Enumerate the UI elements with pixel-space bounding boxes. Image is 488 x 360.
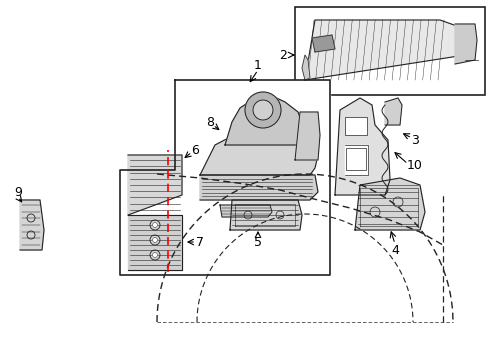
Circle shape: [152, 238, 157, 243]
Text: 10: 10: [406, 158, 422, 171]
Polygon shape: [200, 130, 317, 175]
Polygon shape: [454, 24, 476, 64]
Polygon shape: [305, 20, 467, 80]
Polygon shape: [311, 35, 334, 52]
Polygon shape: [200, 175, 317, 200]
Polygon shape: [128, 155, 182, 215]
Text: 1: 1: [254, 59, 262, 72]
Polygon shape: [354, 178, 424, 230]
Bar: [294, 7, 484, 95]
Polygon shape: [302, 55, 309, 80]
Text: 5: 5: [253, 235, 262, 248]
Text: 6: 6: [191, 144, 199, 157]
Polygon shape: [220, 205, 271, 217]
Bar: [345, 117, 366, 135]
Text: 4: 4: [390, 243, 398, 256]
Polygon shape: [128, 215, 182, 270]
Circle shape: [252, 100, 272, 120]
Polygon shape: [224, 95, 305, 145]
Polygon shape: [346, 148, 365, 170]
Text: 7: 7: [196, 235, 203, 248]
Circle shape: [152, 252, 157, 257]
Polygon shape: [345, 145, 367, 175]
Polygon shape: [384, 98, 401, 125]
Polygon shape: [120, 80, 329, 275]
Polygon shape: [334, 98, 389, 195]
Polygon shape: [20, 200, 44, 250]
Polygon shape: [294, 112, 319, 160]
Text: 9: 9: [14, 185, 22, 198]
Circle shape: [152, 222, 157, 228]
Text: 3: 3: [410, 134, 418, 147]
Circle shape: [244, 92, 281, 128]
Text: 2: 2: [279, 49, 286, 62]
Polygon shape: [229, 200, 302, 230]
Text: 8: 8: [205, 116, 214, 129]
